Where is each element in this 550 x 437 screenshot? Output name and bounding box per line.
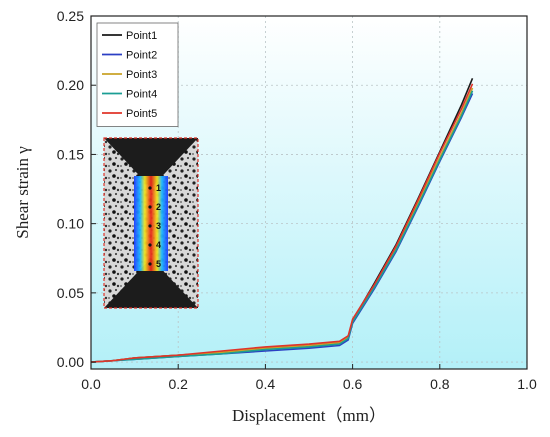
inset-point-dot <box>148 205 152 209</box>
x-tick-label: 0.4 <box>256 376 276 392</box>
x-tick-label: 0.8 <box>430 376 450 392</box>
y-tick-label: 0.15 <box>57 146 84 162</box>
plot-frame <box>90 15 528 370</box>
inset-point-dot <box>148 224 152 228</box>
x-tick-label: 0.2 <box>168 376 188 392</box>
legend-label: Point5 <box>126 108 157 120</box>
y-tick-label: 0.25 <box>57 8 84 24</box>
inset-point-markers: 1 2 3 4 5 <box>148 183 161 269</box>
inset-point-label: 5 <box>156 259 161 269</box>
inset-point-label: 3 <box>156 221 161 231</box>
y-tick-label: 0.00 <box>57 354 84 370</box>
x-axis-title: Displacement（mm） <box>232 406 386 425</box>
inset-point-label: 1 <box>156 183 161 193</box>
series-line-point4 <box>91 90 474 363</box>
inset-point-dot <box>148 243 152 247</box>
inset-point-label: 4 <box>156 240 161 250</box>
inset-point-label: 2 <box>156 202 161 212</box>
legend-label: Point4 <box>126 89 157 101</box>
series-line-point5 <box>91 83 474 363</box>
legend-label: Point2 <box>126 50 157 62</box>
y-tick-label: 0.10 <box>57 216 84 232</box>
strain-field-inset-image: 1 2 3 4 5 <box>103 137 199 309</box>
axis-ticks: 0.0 0.2 0.4 0.6 0.8 1.0 0.00 0.05 0.10 0.15 0.20 0.… <box>57 8 537 392</box>
x-tick-label: 0.0 <box>81 376 101 392</box>
legend: Point1 Point2 Point3 Point4 Point5 <box>96 22 179 127</box>
x-tick-label: 1.0 <box>517 376 537 392</box>
inset-point-dot <box>148 262 152 266</box>
series-lines <box>91 77 474 363</box>
inset-point-dot <box>148 186 152 190</box>
x-tick-label: 0.6 <box>343 376 363 392</box>
y-axis-title: Shear strain γ <box>13 146 32 239</box>
legend-label: Point3 <box>126 69 157 81</box>
y-tick-label: 0.05 <box>57 285 84 301</box>
legend-label: Point1 <box>126 30 157 42</box>
y-tick-label: 0.20 <box>57 77 84 93</box>
